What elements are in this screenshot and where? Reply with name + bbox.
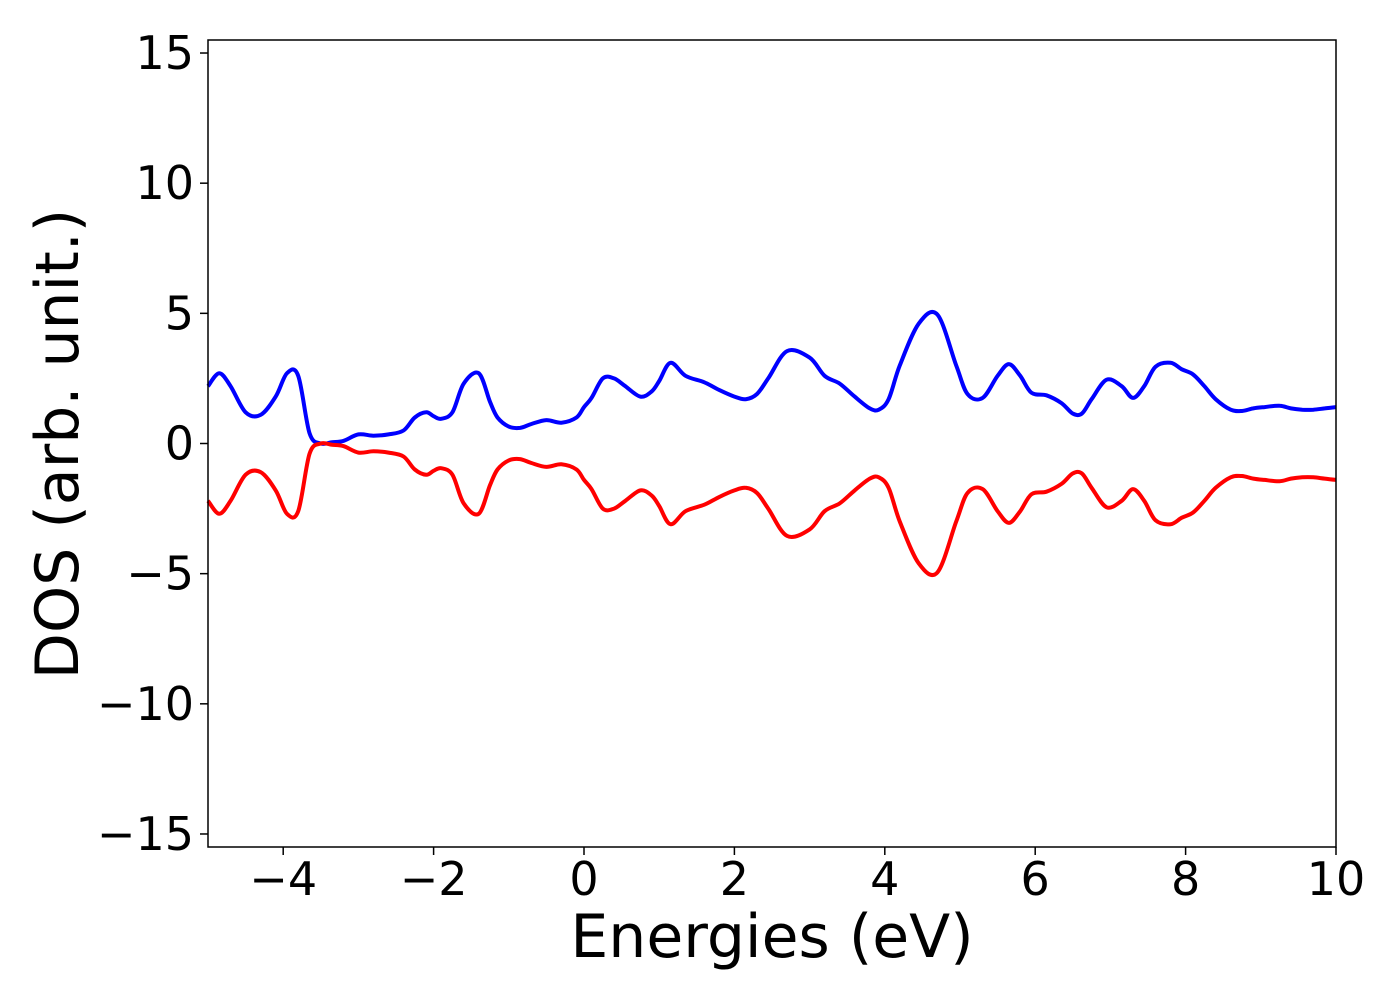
dos-curve-red — [206, 441, 1337, 578]
y-tick-label: 5 — [165, 286, 194, 340]
x-tick-label: −2 — [400, 852, 468, 906]
x-axis-ticks: −4 −2 0 2 4 6 8 10 — [249, 847, 1365, 906]
y-tick-label: −15 — [97, 807, 194, 861]
dos-curve-blue — [206, 309, 1337, 446]
plot-curves — [206, 309, 1337, 578]
x-tick-label: 10 — [1307, 852, 1366, 906]
x-tick-label: 0 — [569, 852, 598, 906]
y-tick-label: 0 — [165, 417, 194, 471]
plot-frame — [207, 39, 1337, 848]
y-axis-title: DOS (arb. unit.) — [23, 209, 93, 679]
x-tick-label: −4 — [249, 852, 317, 906]
y-axis-ticks: −15 −10 −5 0 5 10 15 — [97, 26, 208, 861]
x-tick-label: 2 — [720, 852, 749, 906]
x-axis-title: Energies (eV) — [570, 902, 973, 972]
y-tick-label: −10 — [97, 677, 194, 731]
x-tick-label: 6 — [1021, 852, 1050, 906]
x-tick-label: 4 — [870, 852, 899, 906]
y-tick-label: −5 — [126, 547, 194, 601]
y-tick-label: 10 — [135, 156, 194, 210]
y-tick-label: 15 — [135, 26, 194, 80]
x-tick-label: 8 — [1171, 852, 1200, 906]
